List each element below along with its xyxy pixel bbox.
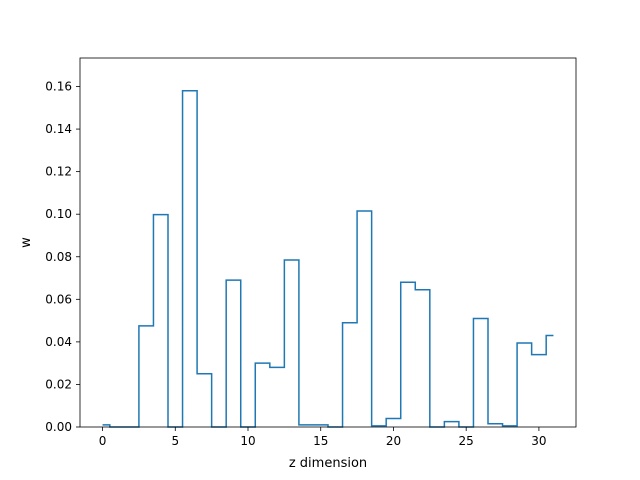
y-axis-label: w <box>19 237 34 248</box>
x-tick-label: 15 <box>313 434 328 448</box>
y-tick-label: 0.02 <box>45 377 72 391</box>
y-tick-label: 0.12 <box>45 165 72 179</box>
y-tick-label: 0.00 <box>45 420 72 434</box>
y-axis-ticks: 0.00 0.02 0.04 0.06 0.08 0.10 0.12 0.14 0.16 <box>45 80 80 434</box>
y-tick-label: 0.10 <box>45 207 72 221</box>
x-tick-label: 0 <box>99 434 107 448</box>
y-tick-label: 0.04 <box>45 335 72 349</box>
x-axis-ticks: 0 5 10 15 20 25 30 <box>99 427 547 448</box>
y-tick-label: 0.06 <box>45 292 72 306</box>
axes-frame <box>79 57 577 428</box>
x-tick-label: 10 <box>240 434 255 448</box>
x-tick-label: 5 <box>171 434 179 448</box>
y-tick-label: 0.08 <box>45 250 72 264</box>
y-tick-label: 0.16 <box>45 80 72 94</box>
x-tick-label: 25 <box>459 434 474 448</box>
x-axis-label: z dimension <box>289 456 367 471</box>
x-tick-label: 30 <box>531 434 546 448</box>
y-tick-label: 0.14 <box>45 122 72 136</box>
x-tick-label: 20 <box>386 434 401 448</box>
